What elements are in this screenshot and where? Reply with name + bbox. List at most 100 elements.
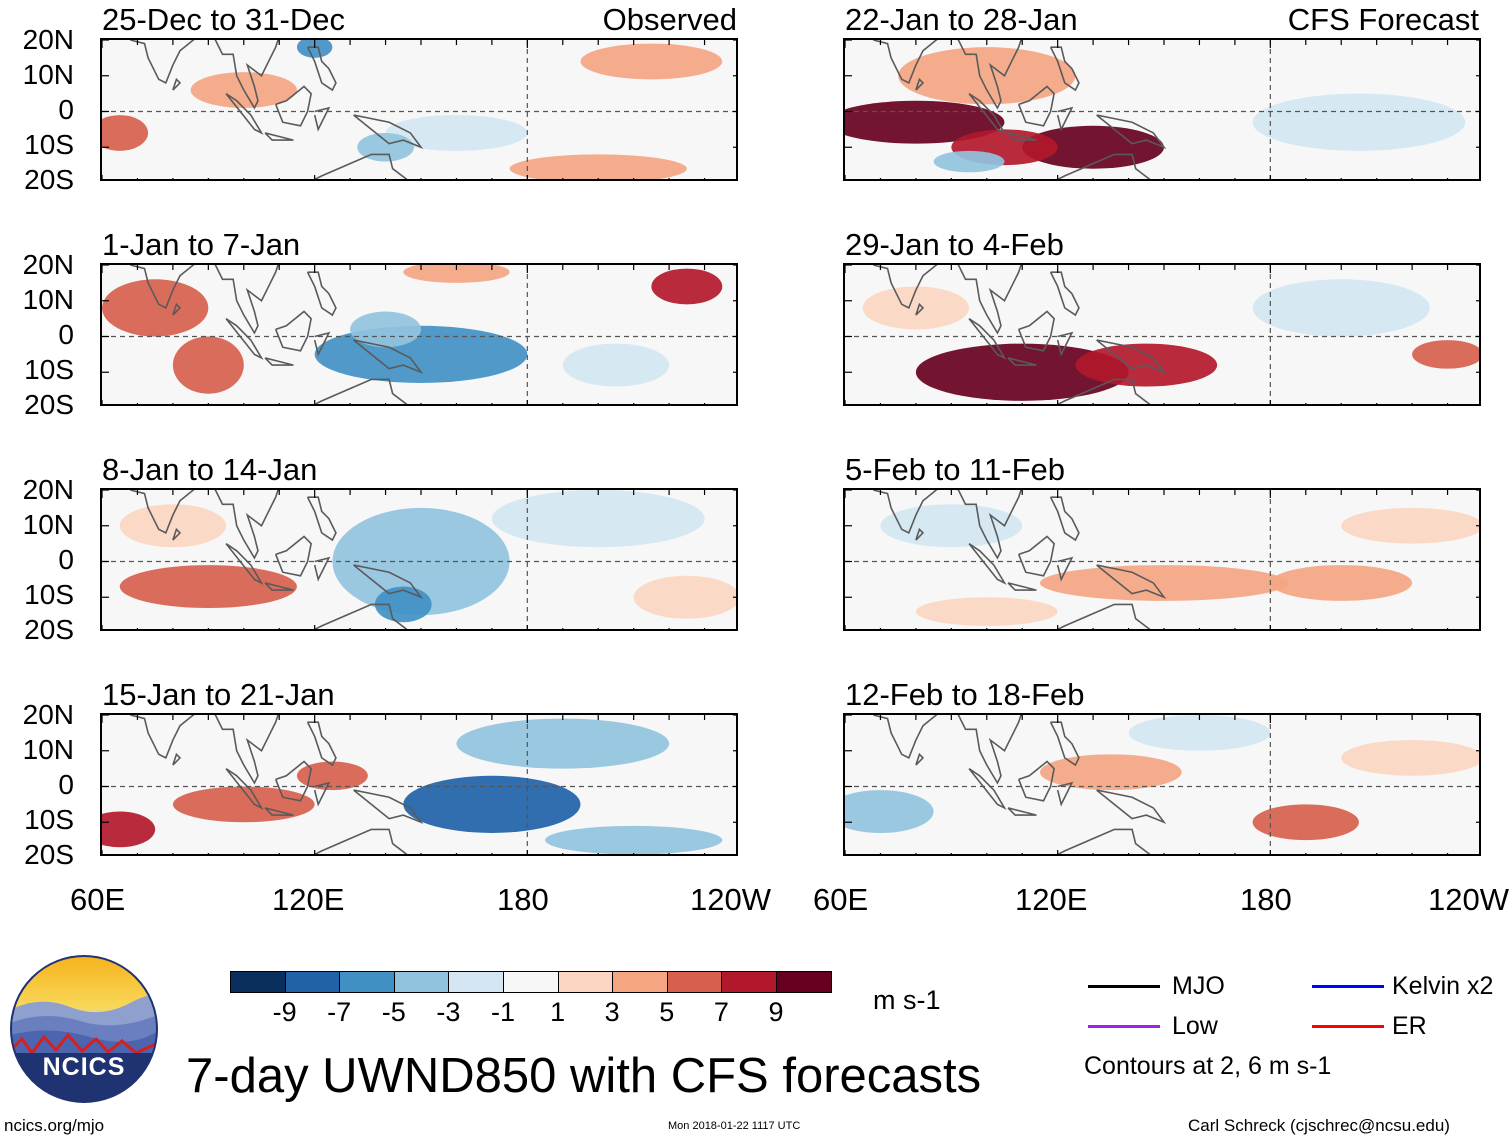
lat-label: 0 xyxy=(58,544,74,575)
coastline xyxy=(313,331,331,357)
coastline xyxy=(214,490,279,560)
coastline xyxy=(1096,564,1167,600)
lat-label: 10N xyxy=(22,59,74,90)
wind-anomaly-blob xyxy=(102,811,156,848)
lat-label: 20S xyxy=(24,389,74,420)
coastline xyxy=(214,715,279,785)
coastline xyxy=(1007,807,1037,816)
lat-label: 20N xyxy=(22,24,74,55)
coastline xyxy=(172,752,182,766)
wind-anomaly-blob xyxy=(898,47,1076,105)
wind-anomaly-blob xyxy=(915,597,1058,626)
wind-anomaly-blob xyxy=(1252,279,1430,337)
coastline xyxy=(313,781,331,807)
coastline xyxy=(353,339,424,375)
colorbar-label: 9 xyxy=(768,997,784,1027)
legend-line-er xyxy=(1312,1025,1384,1028)
coastline xyxy=(313,106,331,132)
coastline xyxy=(313,828,408,854)
coastline xyxy=(915,527,925,541)
map-panel-4 xyxy=(100,713,738,856)
logo-text: NCICS xyxy=(42,1053,126,1081)
wind-anomaly-blob xyxy=(845,790,934,833)
coastline xyxy=(1056,106,1074,132)
colorbar-units: m s-1 xyxy=(873,985,941,1015)
coastline xyxy=(313,153,408,179)
coastline xyxy=(873,265,938,310)
lon-label: 120W xyxy=(690,882,771,917)
wind-anomaly-blob xyxy=(1039,754,1182,791)
lat-label: 20N xyxy=(22,474,74,505)
colorbar-swatch xyxy=(448,971,504,993)
coastline xyxy=(1017,310,1055,352)
wind-anomaly-blob xyxy=(1022,125,1164,169)
colorbar-label: -3 xyxy=(436,997,461,1027)
chart-title: 7-day UWND850 with CFS forecasts xyxy=(186,1049,982,1103)
wind-anomaly-blob xyxy=(385,115,528,151)
footer-author: Carl Schreck (cjschrec@ncsu.edu) xyxy=(1188,1116,1450,1135)
coastline xyxy=(306,271,337,317)
lat-label: 10N xyxy=(22,509,74,540)
wind-anomaly-blob xyxy=(403,265,510,283)
wind-anomaly-blob xyxy=(296,40,333,58)
legend-note: Contours at 2, 6 m s-1 xyxy=(1084,1052,1332,1080)
coastline xyxy=(873,715,938,760)
panel-title-5: 22-Jan to 28-Jan xyxy=(845,2,1078,37)
coastline xyxy=(1007,132,1037,141)
coastline xyxy=(1056,153,1151,179)
map-panel-6 xyxy=(843,263,1481,406)
coastline xyxy=(957,490,1022,560)
coastline xyxy=(306,46,337,92)
wind-anomaly-blob xyxy=(580,43,723,80)
wind-anomaly-blob xyxy=(119,565,297,608)
coastline xyxy=(353,789,424,825)
coastline xyxy=(915,302,925,316)
legend-line-low xyxy=(1088,1025,1160,1028)
wind-anomaly-blob xyxy=(102,279,209,337)
lon-label: 60E xyxy=(70,882,126,917)
lat-label: 0 xyxy=(58,94,74,125)
coastline xyxy=(130,40,195,85)
wind-anomaly-blob xyxy=(1412,340,1479,369)
coastline xyxy=(264,807,294,816)
coastline xyxy=(172,302,182,316)
coastline xyxy=(264,357,294,366)
lat-label: 0 xyxy=(58,319,74,350)
coastline xyxy=(274,760,312,802)
wind-anomaly-blob xyxy=(545,825,723,854)
colorbar-swatch xyxy=(230,971,286,993)
colorbar-swatch xyxy=(339,971,395,993)
wind-anomaly-blob xyxy=(119,504,227,548)
panel-title-4: 15-Jan to 21-Jan xyxy=(102,677,335,712)
map-panel-2 xyxy=(100,263,738,406)
lon-label: 120E xyxy=(1015,882,1088,917)
wind-anomaly-blob xyxy=(1341,507,1479,544)
lon-label: 60E xyxy=(813,882,869,917)
map-panel-5 xyxy=(843,38,1481,181)
lat-label: 20S xyxy=(24,839,74,870)
coastline xyxy=(1096,114,1167,150)
legend-line-kelvin xyxy=(1312,985,1384,988)
coastline xyxy=(172,527,182,541)
coastline xyxy=(130,490,195,535)
colorbar-swatch xyxy=(776,971,832,993)
coastline xyxy=(873,490,938,535)
coastline xyxy=(957,715,1022,785)
wind-anomaly-blob xyxy=(102,115,149,151)
lon-label: 120E xyxy=(272,882,345,917)
ncics-logo-graphic xyxy=(10,955,158,1103)
panel-title-3: 8-Jan to 14-Jan xyxy=(102,452,318,487)
coastline xyxy=(306,721,337,767)
map-panel-8 xyxy=(843,713,1481,856)
lat-label: 20S xyxy=(24,614,74,645)
coastline xyxy=(957,40,1022,110)
coastline xyxy=(130,715,195,760)
colorbar-label: 1 xyxy=(550,997,566,1027)
wind-anomaly-blob xyxy=(880,504,1023,548)
colorbar-label: -9 xyxy=(272,997,297,1027)
colorbar-swatch xyxy=(557,971,614,993)
coastline xyxy=(1056,781,1074,807)
coastline xyxy=(313,556,331,582)
colorbar-label: -5 xyxy=(381,997,406,1027)
coastline xyxy=(1056,331,1074,357)
